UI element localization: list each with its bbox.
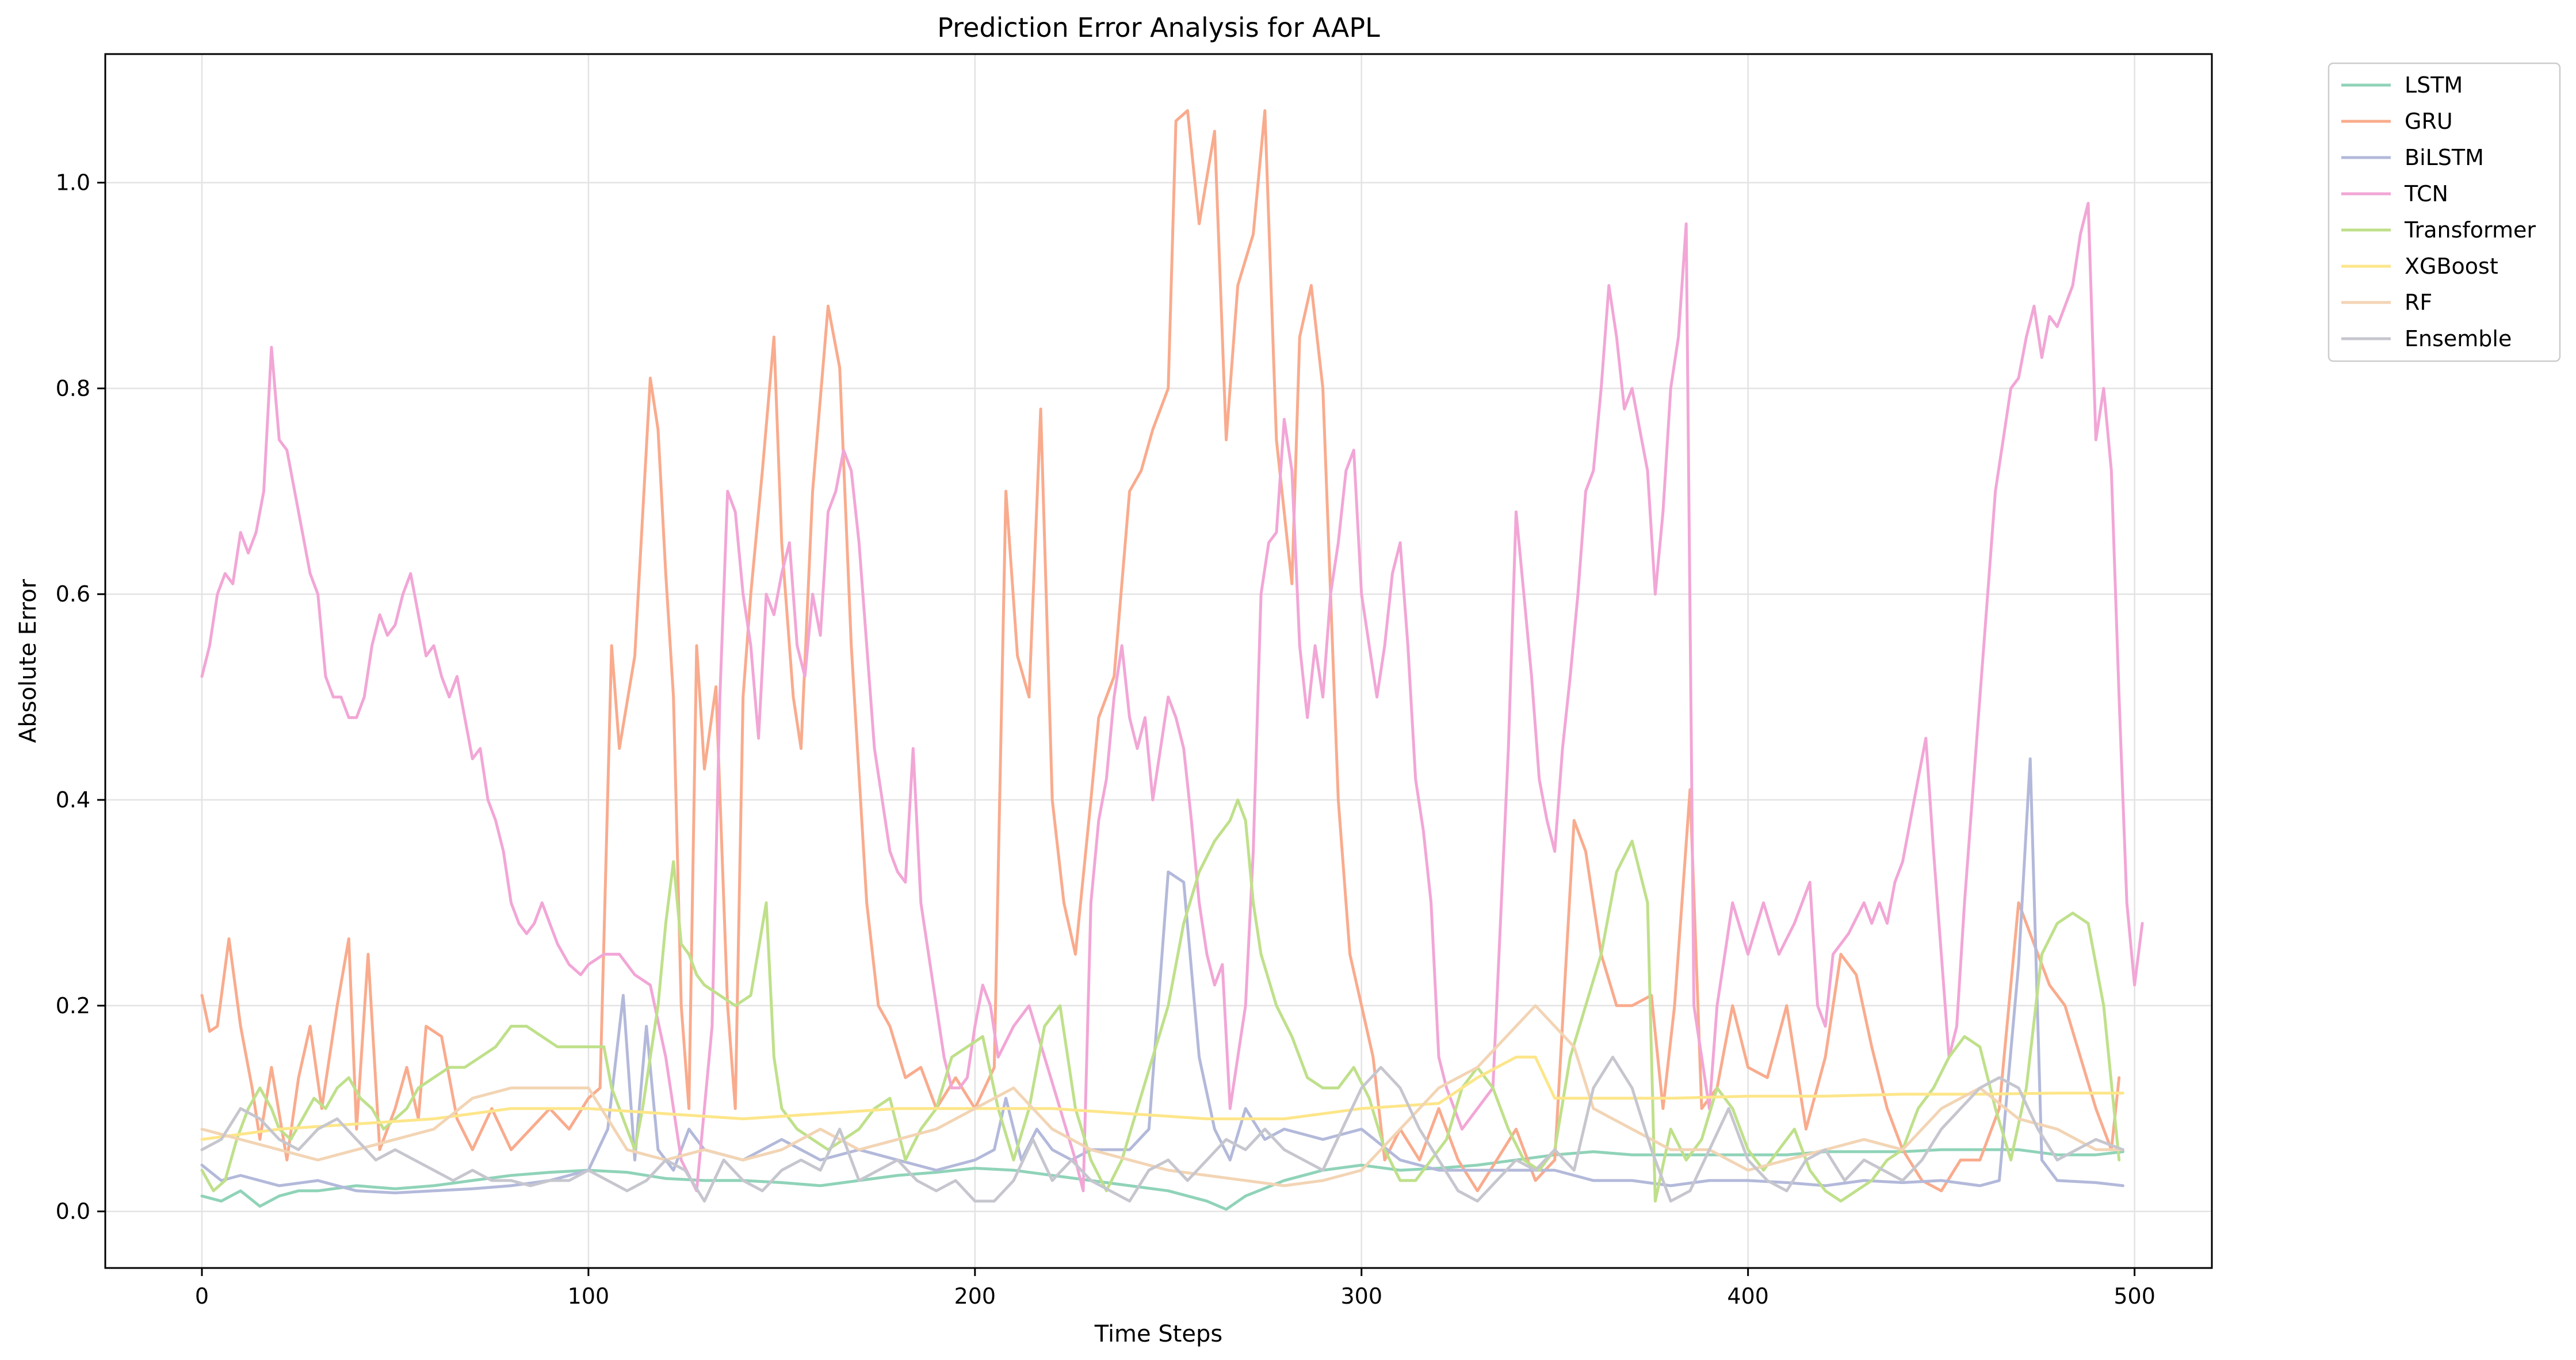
legend-label: Ensemble bbox=[2405, 326, 2512, 351]
x-tick-label: 100 bbox=[568, 1284, 610, 1309]
series-line-xgboost bbox=[200, 1055, 2124, 1141]
y-axis-label: Absolute Error bbox=[15, 579, 41, 743]
plot-area-frame bbox=[104, 53, 2213, 1269]
x-axis-label: Time Steps bbox=[1094, 1321, 1223, 1347]
legend-label: Transformer bbox=[2404, 217, 2536, 243]
y-tick-label: 0.2 bbox=[56, 993, 90, 1018]
series-line-lstm bbox=[200, 1148, 2124, 1211]
x-tick-label: 0 bbox=[195, 1284, 209, 1309]
legend-label: RF bbox=[2405, 290, 2432, 315]
legend-label: LSTM bbox=[2405, 72, 2463, 98]
y-tick-label: 0.6 bbox=[56, 581, 90, 607]
legend: LSTM GRU BiLSTM TCN Transformer XGBoost RF Ense… bbox=[2327, 62, 2561, 362]
series-line-tcn bbox=[200, 201, 2144, 1193]
legend-box bbox=[2327, 62, 2561, 362]
legend-label: GRU bbox=[2405, 109, 2453, 134]
legend-label: BiLSTM bbox=[2405, 145, 2484, 170]
y-tick-label: 1.0 bbox=[56, 170, 90, 196]
y-tick-label: 0.8 bbox=[56, 376, 90, 401]
series-line-rf bbox=[200, 1004, 2124, 1187]
chart-title: Prediction Error Analysis for AAPL bbox=[937, 12, 1380, 43]
x-tick-label: 200 bbox=[954, 1284, 996, 1309]
series-line-bilstm bbox=[200, 757, 2124, 1194]
y-tick-label: 0.4 bbox=[56, 787, 90, 813]
x-tick-label: 400 bbox=[1727, 1284, 1769, 1309]
grid-lines bbox=[105, 54, 2212, 1268]
series-lines bbox=[200, 109, 2144, 1211]
series-line-ensemble bbox=[200, 1055, 2124, 1203]
series-line-gru bbox=[200, 109, 2121, 1193]
legend-label: XGBoost bbox=[2405, 254, 2498, 279]
x-tick-label: 500 bbox=[2113, 1284, 2155, 1309]
legend-label: TCN bbox=[2404, 181, 2448, 206]
x-tick-label: 300 bbox=[1340, 1284, 1382, 1309]
y-tick-label: 0.0 bbox=[56, 1199, 90, 1224]
axis-ticks: 0 100 200 300 400 500 0.0 0.2 0.4 0.6 0.8 1.0 bbox=[56, 170, 2155, 1309]
